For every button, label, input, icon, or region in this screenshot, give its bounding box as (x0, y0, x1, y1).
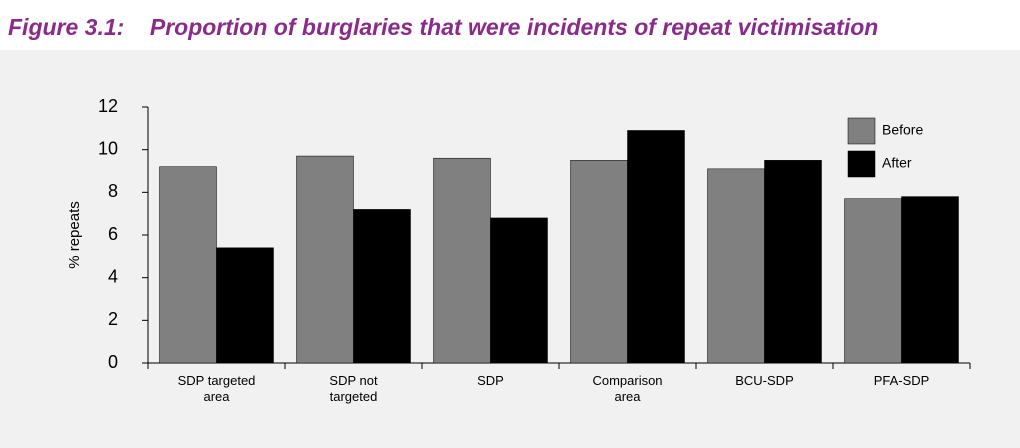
bar (159, 166, 217, 364)
bar (844, 198, 902, 364)
y-tick-label: 8 (108, 181, 118, 201)
bar (296, 155, 354, 364)
y-tick-label: 6 (108, 224, 118, 244)
bar (353, 209, 411, 364)
x-tick-label: SDP (477, 373, 504, 388)
legend-swatch (847, 150, 876, 178)
x-tick-label: Comparison area (592, 373, 663, 404)
x-tick-label: BCU-SDP (735, 373, 794, 388)
chart-title: Figure 3.1: Proportion of burglaries tha… (8, 14, 879, 40)
bar (490, 217, 548, 364)
y-tick-label: 10 (98, 138, 118, 158)
bar (707, 168, 765, 364)
bar (433, 157, 491, 364)
bar (901, 196, 959, 364)
legend-swatch (847, 117, 876, 145)
y-tick-label: 4 (108, 266, 118, 286)
legend-label: After (882, 155, 912, 171)
bar (627, 130, 685, 364)
x-tick-label: SDP not targeted (329, 373, 378, 404)
x-tick-label: PFA-SDP (873, 373, 930, 388)
y-tick-label: 0 (108, 352, 118, 372)
y-tick-label: 12 (98, 96, 118, 116)
legend-label: Before (882, 122, 923, 138)
bar (764, 160, 822, 364)
bar (570, 160, 628, 364)
y-axis-label: % repeats (66, 201, 83, 269)
bar (216, 247, 274, 364)
x-tick-label: SDP targeted area (177, 373, 256, 404)
y-tick-label: 2 (108, 309, 118, 329)
